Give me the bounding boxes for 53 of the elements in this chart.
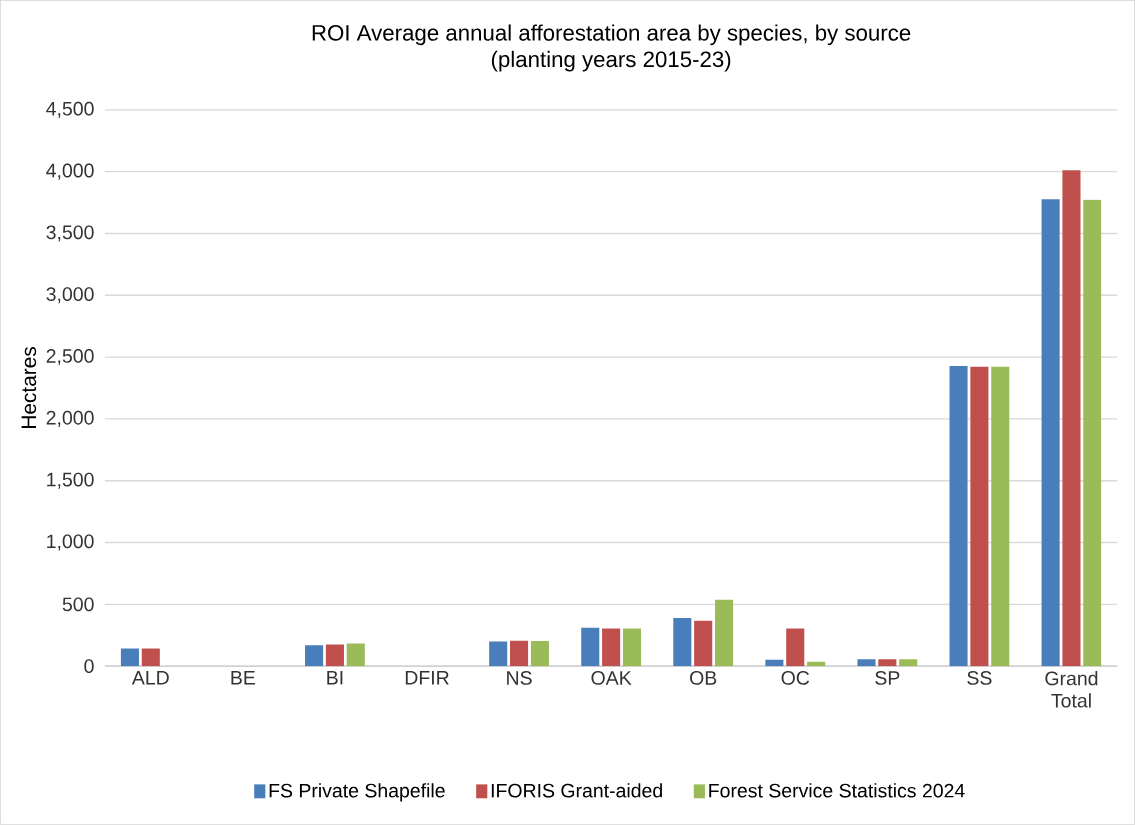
bar: [807, 661, 826, 667]
y-tick-label: 500: [62, 597, 94, 612]
x-tick-label: BE: [231, 671, 256, 685]
bar: [857, 659, 876, 667]
legend-label: Forest Service Statistics 2024: [709, 783, 965, 798]
bar: [694, 620, 713, 667]
x-tick-label: DFIR: [405, 671, 449, 685]
bar: [325, 644, 344, 667]
bar: [305, 645, 324, 667]
x-tick-label: NS: [507, 671, 532, 685]
x-tick-label: BI: [327, 671, 343, 685]
bar: [141, 648, 160, 667]
bar: [622, 628, 642, 667]
bar: [489, 641, 508, 667]
y-tick-label: 1,000: [47, 534, 94, 551]
bar: [765, 659, 784, 667]
y-tick-label: 0: [84, 659, 94, 674]
bar: [1083, 199, 1102, 667]
bar: [120, 648, 139, 667]
x-tick-label: SS: [967, 671, 992, 685]
x-tick-label: OC: [781, 671, 810, 685]
x-tick-label: OAK: [591, 671, 632, 685]
y-tick-label: 4,000: [46, 163, 94, 180]
bar: [949, 366, 968, 667]
bar: [786, 628, 805, 667]
y-tick-label: 4,500: [46, 101, 94, 118]
x-tick-label: Grand Total: [1045, 671, 1098, 708]
legend-label: FS Private Shapefile: [269, 783, 445, 802]
bar: [673, 618, 692, 667]
bar: [1041, 199, 1060, 667]
x-tick-label: OB: [690, 671, 717, 685]
bar: [581, 627, 600, 667]
chart-subtitle: (planting years 2015-23): [491, 50, 731, 72]
x-tick-label: ALD: [131, 671, 169, 685]
bar: [991, 366, 1010, 667]
bar: [715, 599, 734, 667]
bar: [346, 643, 365, 667]
bar: [1062, 170, 1081, 667]
y-axis-title: Hectares: [21, 347, 37, 429]
y-tick-label: 3,000: [46, 287, 94, 304]
bar: [970, 366, 989, 667]
chart-title: ROI Average annual afforestation area by species, by source: [312, 24, 911, 46]
bar: [602, 628, 621, 667]
bar: [530, 641, 549, 667]
y-tick-label: 2,000: [46, 410, 94, 428]
y-tick-label: 1,500: [47, 472, 94, 489]
x-tick-label: SP: [875, 671, 900, 685]
bar: [878, 659, 897, 667]
bar: [899, 659, 918, 667]
legend-label: IFORIS Grant-aided: [491, 783, 662, 798]
y-tick-label: 2,500: [46, 349, 94, 366]
y-tick-label: 3,500: [46, 225, 94, 242]
bar: [510, 640, 529, 667]
